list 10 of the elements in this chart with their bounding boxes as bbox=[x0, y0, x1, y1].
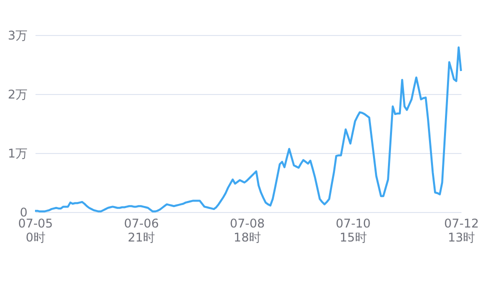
y-tick-label: 3万 bbox=[8, 28, 28, 42]
y-tick-label: 1万 bbox=[8, 146, 28, 160]
line-series bbox=[34, 46, 462, 212]
x-tick-label: 07-06 21时 bbox=[124, 216, 159, 244]
x-tick-label: 07-12 13时 bbox=[444, 216, 479, 244]
x-tick-label: 07-08 18时 bbox=[230, 216, 265, 244]
x-tick-label: 07-10 15时 bbox=[336, 216, 371, 244]
y-tick-label: 0 bbox=[20, 206, 28, 220]
y-tick-label: 2万 bbox=[8, 88, 28, 102]
x-tick-label: 07-05 0时 bbox=[18, 216, 53, 244]
